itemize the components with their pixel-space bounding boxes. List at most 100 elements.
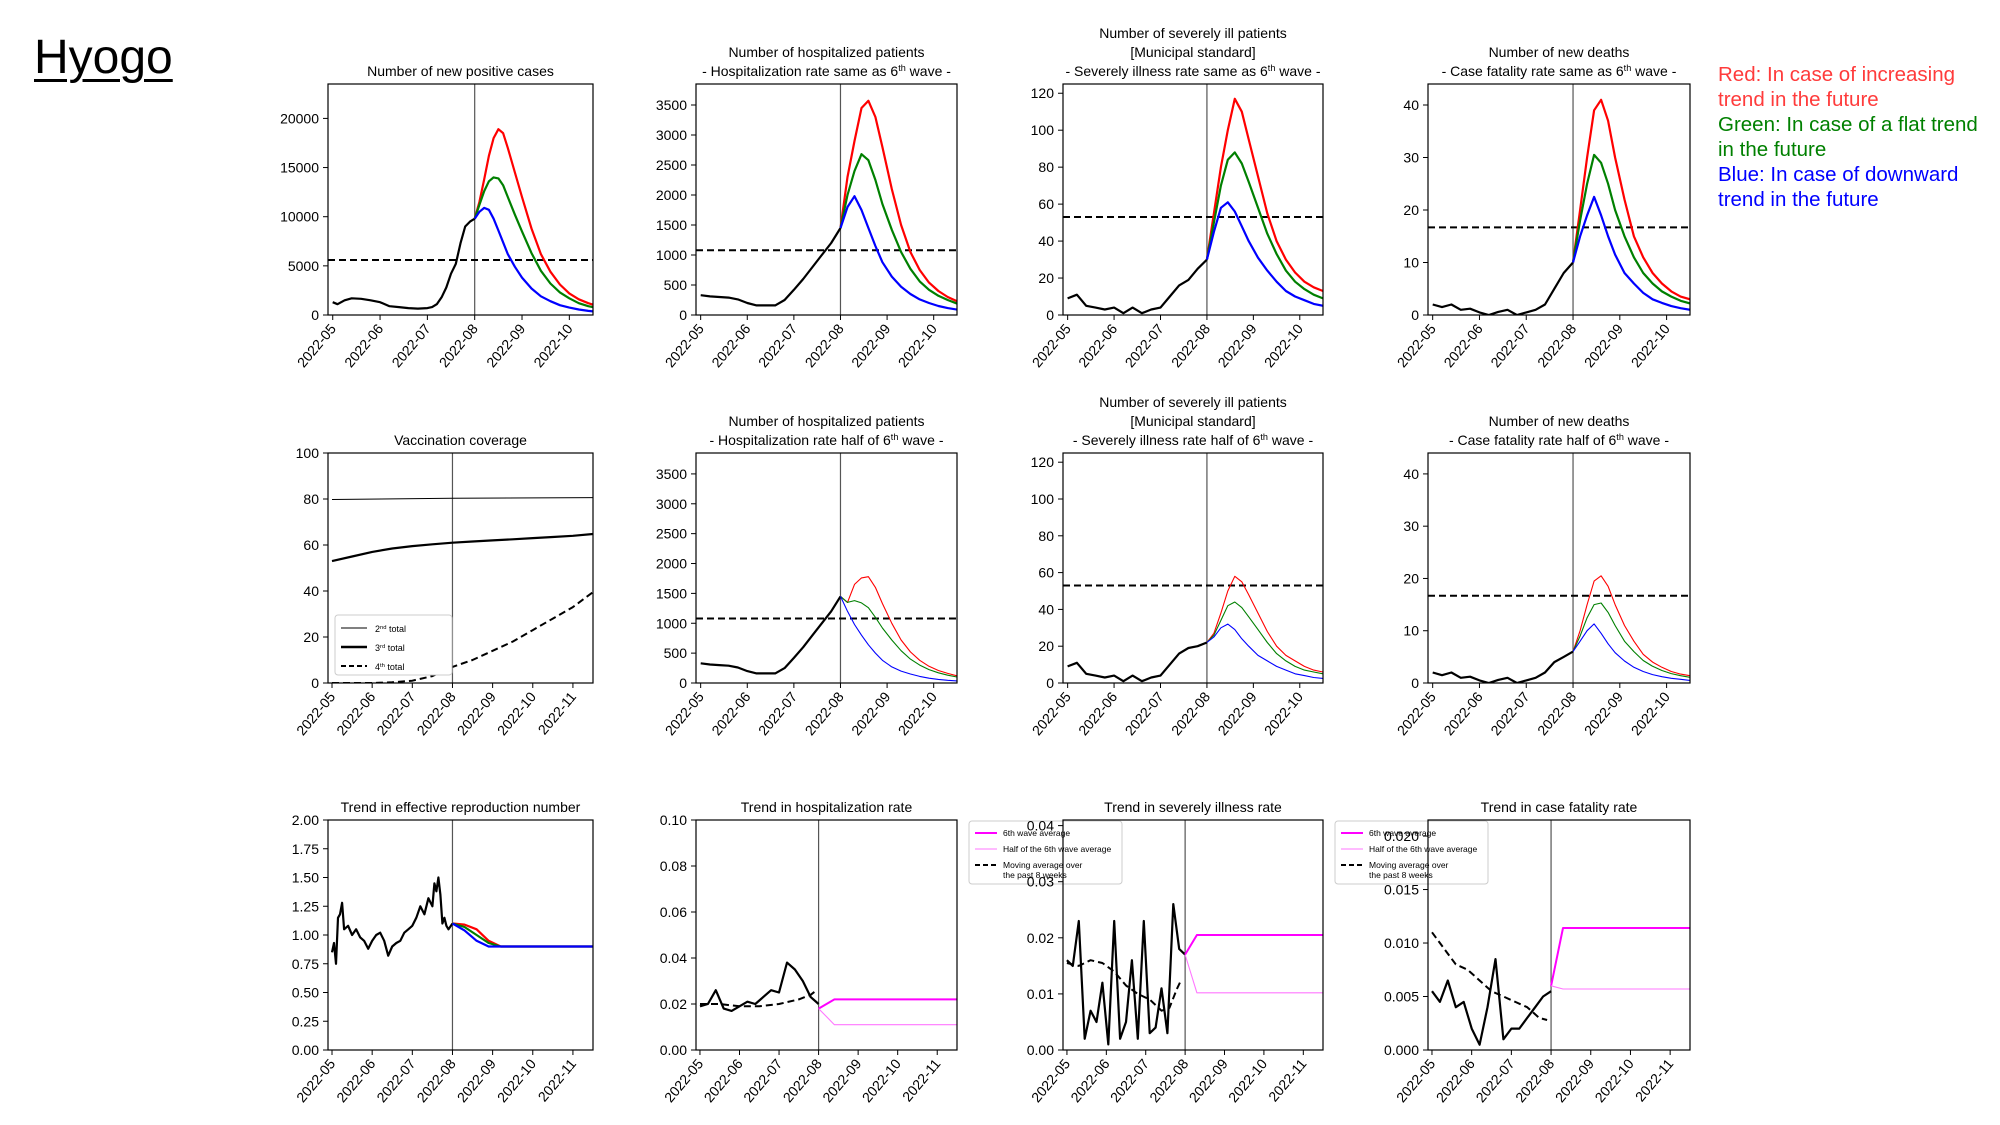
series-line-black [700,227,842,307]
x-tick-label: 2022-07 [755,320,800,370]
series-line-blue [451,922,593,948]
x-tick-label: 2022-08 [1512,1055,1557,1105]
x-tick-label: 2022-11 [535,688,580,737]
chart-title-line: Trend in case fatality rate [1481,799,1638,815]
x-tick-label: 2022-09 [1581,688,1626,738]
x-tick-label: 2022-07 [1107,1055,1152,1105]
x-tick-label: 2022-05 [1029,688,1074,738]
y-tick-label: 0 [311,307,319,323]
y-tick-label: 0.02 [660,996,687,1012]
chart-reproduction: Trend in effective reproduction number 0.… [292,799,594,1105]
y-tick-label: 0 [679,675,687,691]
chart-title-line: - Severely illness rate half of 6th wave… [1073,432,1314,448]
plot-frame [1427,83,1691,316]
y-tick-label: 0.04 [1027,818,1054,834]
y-tick-label: 20 [303,629,319,645]
y-tick-label: 0.00 [292,1042,319,1058]
x-tick-label: 2022-09 [1214,688,1259,738]
series-line-blue [1572,623,1690,681]
series-line-black [330,876,454,965]
y-tick-label: 20 [1403,202,1419,218]
y-tick-label: 0.020 [1384,828,1419,844]
series-line-blue [1571,195,1690,311]
x-tick-label: 2022-05 [1393,1055,1438,1105]
x-tick-label: 2022-09 [1552,1055,1597,1105]
y-tick-label: 3500 [656,466,687,482]
plot-frame [1427,452,1691,684]
x-tick-label: 2022-06 [1075,688,1120,738]
y-tick-label: 100 [1031,122,1055,138]
chart-positive-cases: Number of new positive cases 0 5000 10000 15… [280,63,594,370]
x-tick-label: 2022-10 [859,1055,904,1105]
series-line-green [839,153,957,305]
chart-hosp-half: Number of hospitalized patients - Hospita… [656,413,958,738]
y-tick-label: 10 [1403,255,1419,271]
y-tick-label: 0.06 [660,904,687,920]
legend-green-text: Green: In case of a flat trend in the fu… [1718,113,1978,161]
chart-title-line: Number of severely ill patients [1099,25,1287,41]
x-tick-label: 2022-11 [899,1055,944,1104]
y-tick-label: 3000 [656,496,687,512]
plot-frame [1062,452,1324,684]
x-tick-label: 2022-09 [483,320,528,370]
y-tick-label: 2000 [656,187,687,203]
x-tick-label: 2022-10 [1225,1055,1270,1105]
plot-frame [695,83,958,316]
series-line-red [1571,98,1690,301]
y-tick-label: 20000 [280,110,319,126]
chart-deaths-6th: Number of new deaths - Case fatality rate… [1394,44,1691,370]
x-tick-label: 2022-07 [388,320,433,370]
chart-title-line: Trend in effective reproduction number [341,799,581,815]
series-line-blue [1205,201,1323,307]
x-tick-label: 2022-07 [1487,688,1532,738]
x-tick-label: 2022-06 [701,1055,746,1105]
plot-frame [695,819,958,1051]
series-line-green [1571,153,1690,305]
legend-label: 3rd total [375,643,405,653]
x-tick-label: 2022-09 [1214,320,1259,370]
x-tick-label: 2022-05 [294,320,339,370]
y-tick-label: 0.00 [1027,1042,1054,1058]
series-line-magenta [1550,927,1690,987]
series-line-magenta [818,998,957,1010]
x-tick-label: 2022-08 [780,1055,825,1105]
legend-label: Half of the 6th wave average [1369,844,1477,854]
chart-title-line: Number of severely ill patients [1099,394,1287,410]
y-tick-label: 1.50 [292,870,319,886]
x-tick-label: 2022-06 [333,688,378,738]
x-tick-label: 2022-06 [1433,1055,1478,1105]
y-tick-label: 0.04 [660,950,687,966]
chart-hosp-6th: Number of hospitalized patients - Hospita… [656,44,958,370]
series-line-red [452,922,593,948]
x-tick-label: 2022-08 [413,688,458,738]
x-tick-label: 2022-10 [494,1055,539,1105]
y-tick-label: 0.010 [1384,935,1419,951]
page-title: Hyogo [34,31,173,84]
chart-title-line: Trend in hospitalization rate [741,799,913,815]
y-tick-label: 1.75 [292,841,319,857]
series-line-black [699,961,820,1013]
y-tick-label: 60 [1038,565,1054,581]
legend-label: 6th wave average [1369,828,1436,838]
x-tick-label: 2022-05 [661,1055,706,1105]
series-line-black [1431,957,1552,1046]
y-tick-label: 80 [1038,159,1054,175]
x-tick-label: 2022-08 [1168,320,1213,370]
series-line-blue [839,195,957,311]
x-tick-label: 2022-10 [494,688,539,738]
chart-deaths-half: Number of new deaths - Case fatality rate… [1394,413,1691,738]
series-line-blue [1206,623,1323,679]
y-tick-label: 1.25 [292,898,319,914]
x-tick-label: 2022-08 [1534,688,1579,738]
y-tick-label: 0 [311,675,319,691]
y-tick-label: 0.25 [292,1013,319,1029]
series-line-green [840,595,957,678]
series-line-green [1205,151,1323,300]
y-tick-label: 10000 [280,209,319,225]
x-tick-label: 2022-07 [1122,688,1167,738]
x-tick-label: 2022-07 [373,1055,418,1105]
series-line-red [473,128,593,306]
x-tick-label: 2022-10 [1628,688,1673,738]
series-line-black [1067,641,1208,683]
legend-label: Moving average over [1003,860,1083,870]
